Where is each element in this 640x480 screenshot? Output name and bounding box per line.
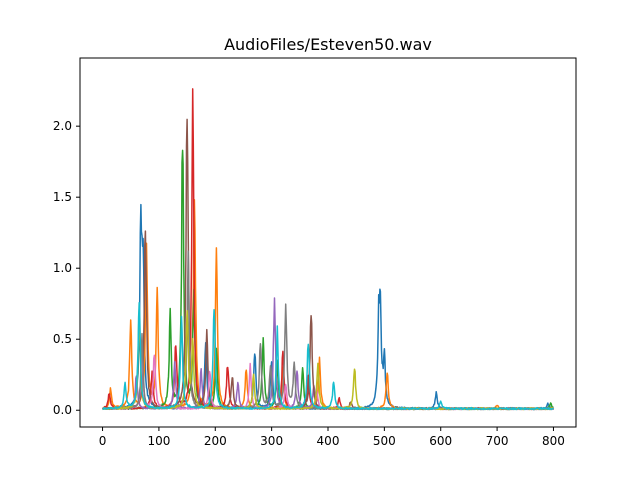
x-tick-label: 0 xyxy=(99,434,107,448)
series-layer xyxy=(101,88,555,411)
plot-frame xyxy=(79,57,577,428)
y-tick-label: 1.0 xyxy=(53,261,72,275)
x-tick-label: 600 xyxy=(429,434,452,448)
y-tick-label: 2.0 xyxy=(53,119,72,133)
y-tick-label: 1.5 xyxy=(53,190,72,204)
series-line-3 xyxy=(101,88,555,411)
series-line-6 xyxy=(102,354,555,411)
chart-title: AudioFiles/Esteven50.wav xyxy=(224,35,432,54)
x-tick-label: 800 xyxy=(542,434,565,448)
series-line-1 xyxy=(102,198,554,411)
axis-layer: 0 100 200 300 400 500 600 700 800 0.0 0.5 1.0 1.5 2.0 xyxy=(53,119,565,448)
x-tick-label: 100 xyxy=(147,434,170,448)
series-line-5 xyxy=(102,118,554,411)
x-tick-label: 500 xyxy=(373,434,396,448)
x-tick-label: 200 xyxy=(204,434,227,448)
y-tick-label: 0.5 xyxy=(53,332,72,346)
series-line-0 xyxy=(102,203,555,411)
x-tick-label: 300 xyxy=(260,434,283,448)
y-tick-label: 0.0 xyxy=(53,403,72,417)
x-tick-label: 400 xyxy=(317,434,340,448)
series-line-2 xyxy=(102,149,554,411)
series-line-9 xyxy=(102,301,555,411)
x-tick-label: 700 xyxy=(486,434,509,448)
